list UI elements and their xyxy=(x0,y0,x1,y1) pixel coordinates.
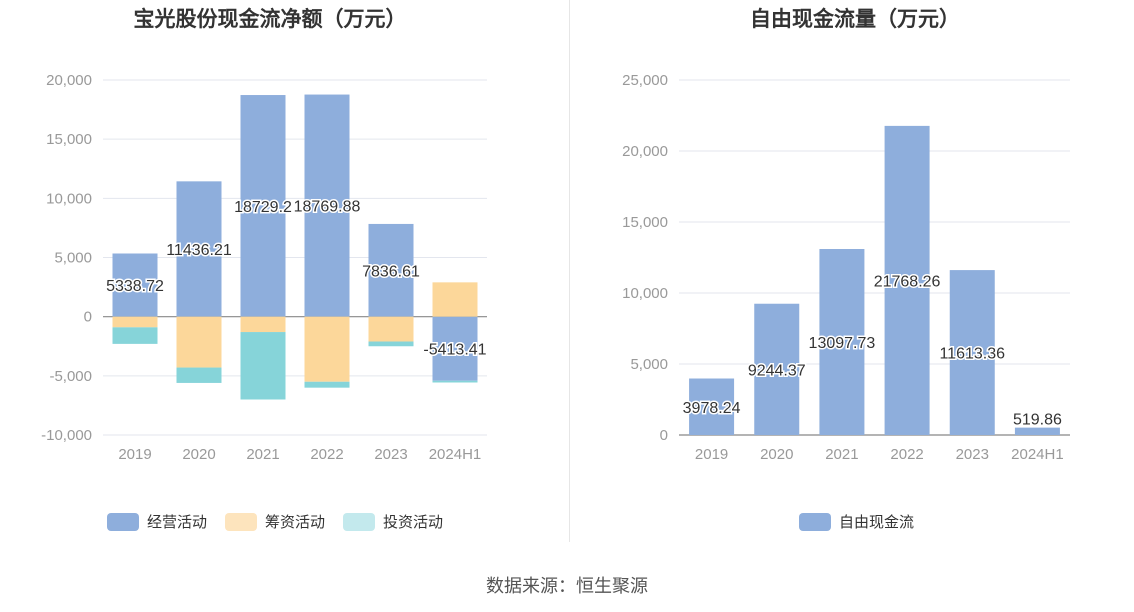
x-tick-label: 2020 xyxy=(760,446,793,463)
bar-operating-2019 xyxy=(112,253,158,317)
bar-investing-2019 xyxy=(112,327,158,344)
data-label: -5413.41 xyxy=(423,342,486,359)
bar-investing-2020 xyxy=(176,367,222,383)
bar-free-cash-flow-2019 xyxy=(689,378,735,435)
data-label: 519.86 xyxy=(1013,412,1062,429)
x-tick-label: 2020 xyxy=(182,446,215,463)
x-tick-label: 2019 xyxy=(118,446,151,463)
data-label: 3978.24 xyxy=(683,400,741,417)
legend-label-0: 自由现金流 xyxy=(839,514,914,531)
data-label: 13097.73 xyxy=(809,335,876,352)
bar-operating-2022 xyxy=(304,94,350,317)
bar-financing-2022 xyxy=(304,316,350,382)
legend-swatch-0 xyxy=(799,513,831,531)
bar-free-cash-flow-2023 xyxy=(949,270,995,435)
x-tick-label: 2021 xyxy=(246,446,279,463)
bar-financing-2020 xyxy=(176,316,222,368)
data-label: 7836.61 xyxy=(362,263,420,280)
bar-free-cash-flow-2021 xyxy=(819,249,865,435)
legend-swatch-2 xyxy=(343,513,375,531)
bar-investing-2022 xyxy=(304,381,350,388)
data-label: 11613.36 xyxy=(939,346,1005,363)
y-tick-label: 20,000 xyxy=(46,72,92,89)
legend-label-1: 筹资活动 xyxy=(265,514,325,531)
x-tick-label: 2023 xyxy=(374,446,407,463)
x-tick-label: 2019 xyxy=(695,446,728,463)
data-label: 9244.37 xyxy=(748,362,806,379)
legend-label-2: 投资活动 xyxy=(383,514,443,531)
bar-operating-2024H1 xyxy=(432,316,478,381)
y-tick-label: 10,000 xyxy=(46,190,92,207)
y-tick-label: 5,000 xyxy=(630,356,668,373)
chart-title-0: 宝光股份现金流净额（万元） xyxy=(134,7,407,31)
data-label: 18729.2 xyxy=(234,199,292,216)
legend-swatch-0 xyxy=(107,513,139,531)
data-label: 5338.72 xyxy=(106,278,164,295)
y-tick-label: 10,000 xyxy=(622,285,668,302)
bar-operating-2021 xyxy=(240,95,286,317)
bar-investing-2024H1 xyxy=(432,380,478,383)
bar-financing-2019 xyxy=(112,316,158,328)
x-tick-label: 2022 xyxy=(890,446,923,463)
x-tick-label: 2023 xyxy=(956,446,989,463)
legend-label-0: 经营活动 xyxy=(147,514,207,531)
y-tick-label: 15,000 xyxy=(622,214,668,231)
y-tick-label: -10,000 xyxy=(41,427,92,444)
y-tick-label: 5,000 xyxy=(54,250,92,267)
bar-free-cash-flow-2022 xyxy=(884,125,930,435)
bar-financing-2023 xyxy=(368,316,414,342)
y-tick-label: 0 xyxy=(84,309,92,326)
data-label: 11436.21 xyxy=(166,242,232,259)
legend-swatch-1 xyxy=(225,513,257,531)
bar-operating-2023 xyxy=(368,223,414,317)
bar-free-cash-flow-2020 xyxy=(754,303,800,435)
chart-title-1: 自由现金流量（万元） xyxy=(750,7,960,31)
bar-free-cash-flow-2024H1 xyxy=(1014,427,1060,435)
bar-operating-2020 xyxy=(176,181,222,317)
bar-investing-2023 xyxy=(368,341,414,347)
data-label: 18769.88 xyxy=(294,199,361,216)
y-tick-label: 15,000 xyxy=(46,131,92,148)
y-tick-label: 0 xyxy=(660,427,668,444)
bar-financing-2024H1 xyxy=(432,282,478,317)
y-tick-label: 25,000 xyxy=(622,72,668,89)
data-label: 21768.26 xyxy=(874,273,941,290)
bar-investing-2021 xyxy=(240,332,286,400)
x-tick-label: 2022 xyxy=(310,446,343,463)
x-tick-label: 2024H1 xyxy=(429,446,482,463)
x-tick-label: 2024H1 xyxy=(1011,446,1064,463)
data-source-note: 数据来源：恒生聚源 xyxy=(486,576,648,596)
y-tick-label: -5,000 xyxy=(49,368,92,385)
bar-financing-2021 xyxy=(240,316,286,333)
x-tick-label: 2021 xyxy=(825,446,858,463)
panel-divider xyxy=(569,0,570,542)
y-tick-label: 20,000 xyxy=(622,143,668,160)
